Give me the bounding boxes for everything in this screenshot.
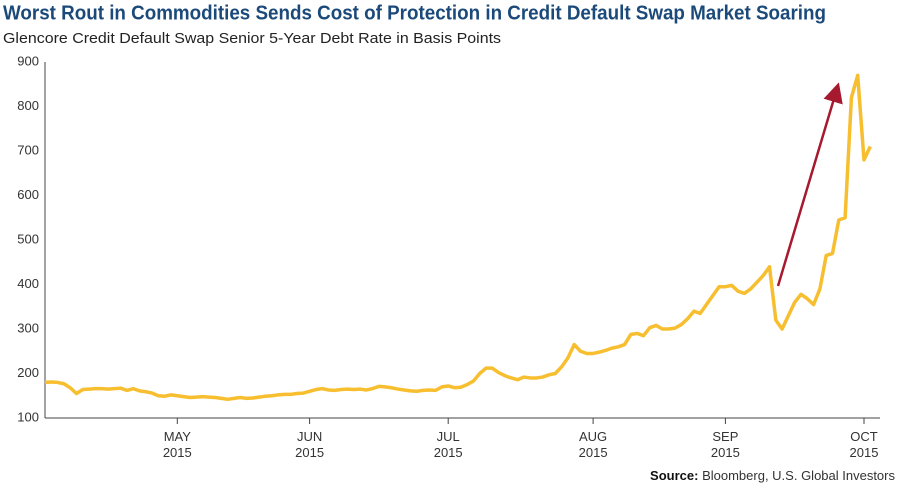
y-tick-label: 500 [17,231,39,246]
x-tick-label: AUG 2015 [578,429,608,460]
y-tick-label: 900 [17,53,39,68]
chart-title: Worst Rout in Commodities Sends Cost of … [3,2,826,24]
source-text: Bloomberg, U.S. Global Investors [702,468,895,483]
x-tick-label: SEP 2015 [710,429,740,460]
chart-subtitle: Glencore Credit Default Swap Senior 5-Ye… [3,30,501,47]
data-line [44,73,872,402]
y-tick-label: 400 [17,276,39,291]
y-tick-label: 600 [17,187,39,202]
y-tick-label: 800 [17,98,39,113]
y-tick-label: 200 [17,365,39,380]
x-tick-label: MAY 2015 [162,429,192,460]
y-tick-label: 700 [17,142,39,157]
x-tick-label: JUL 2015 [433,429,463,460]
source-label: Source: [650,468,698,483]
y-tick-label: 100 [17,409,39,424]
y-tick-label: 300 [17,320,39,335]
annotation-arrow [776,82,843,287]
source: Source: Bloomberg, U.S. Global Investors [650,468,895,483]
x-tick-label: OCT 2015 [849,429,879,460]
x-tick-label: JUN 2015 [295,429,325,460]
